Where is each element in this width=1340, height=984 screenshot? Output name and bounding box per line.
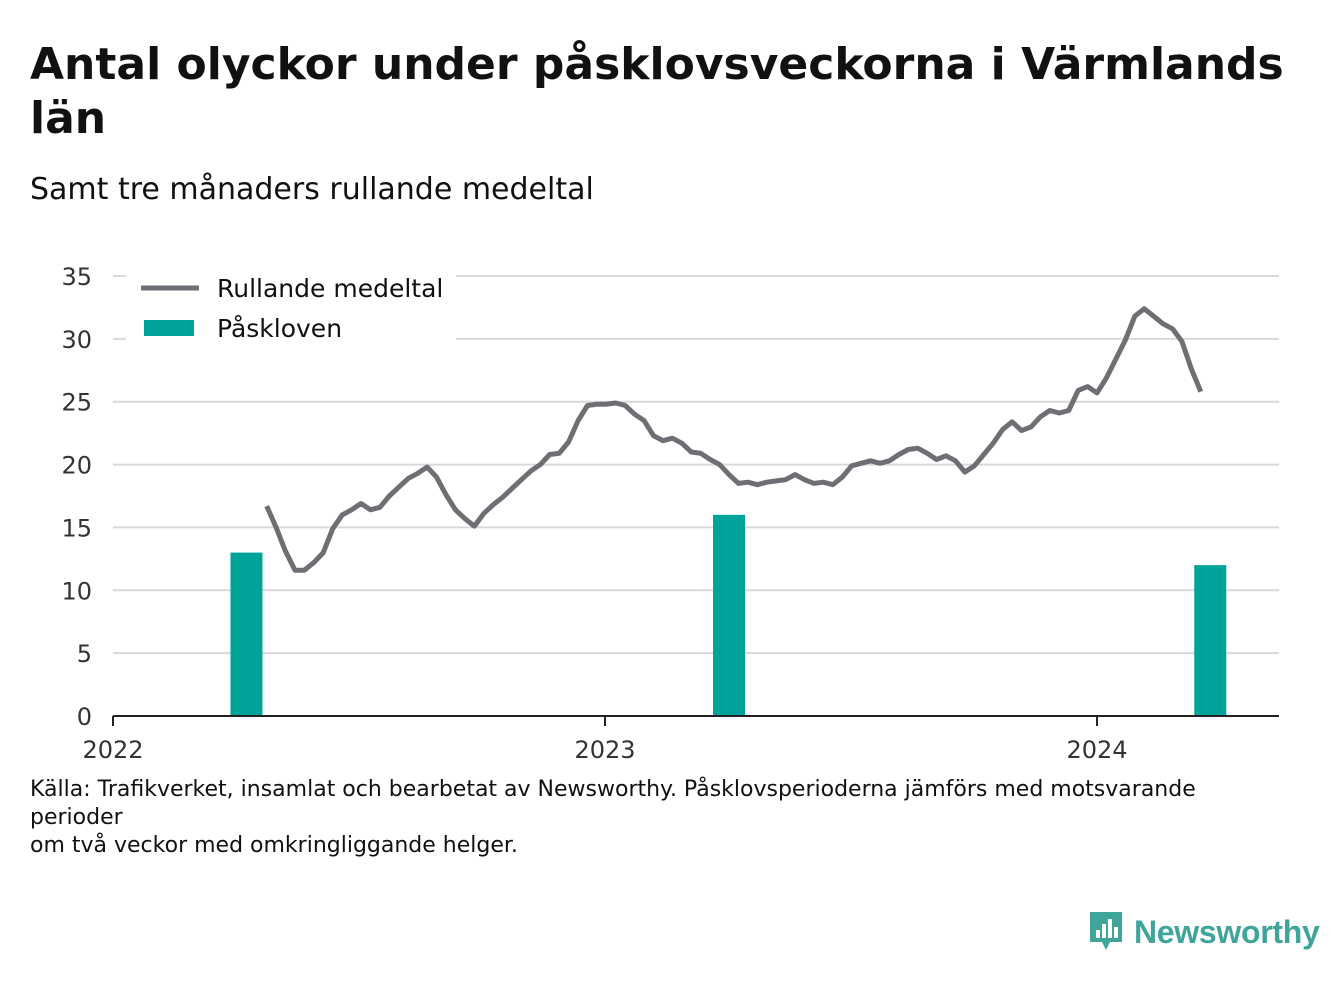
chart-title: Antal olyckor under påsklovsveckorna i V… [30, 39, 1284, 144]
x-tick-label: 2024 [1066, 736, 1127, 764]
bar [1194, 565, 1227, 716]
chart-subtitle: Samt tre månaders rullande medeltal [30, 172, 594, 207]
bar [230, 552, 263, 716]
x-tick-label: 2022 [82, 736, 143, 764]
x-axis: 2022 2023 2024 [82, 715, 1279, 764]
y-tick-label: 0 [77, 703, 92, 731]
legend: Rullande medeltal Påskloven [126, 268, 456, 343]
legend-label-line: Rullande medeltal [217, 274, 443, 303]
line-series-rullande-medeltal [264, 306, 1204, 573]
y-tick-label: 5 [77, 640, 92, 668]
y-tick-label: 30 [61, 326, 92, 354]
brand-logo: Newsworthy [1088, 910, 1320, 954]
legend-swatch-bar [144, 320, 194, 336]
y-tick-label: 25 [61, 389, 92, 417]
source-note: Källa: Trafikverket, insamlat och bearbe… [30, 777, 1196, 858]
newsworthy-logo-icon [1090, 912, 1122, 950]
gridlines [113, 275, 1279, 655]
x-tick-label: 2023 [574, 736, 635, 764]
y-tick-label: 15 [61, 514, 92, 542]
legend-label-bar: Påskloven [217, 314, 342, 343]
bar [713, 514, 746, 716]
series-line [264, 306, 1204, 573]
y-tick-label: 10 [61, 577, 92, 605]
y-tick-label: 20 [61, 452, 92, 480]
y-tick-label: 35 [61, 263, 92, 291]
brand-name: Newsworthy [1134, 913, 1320, 950]
bar-series-paskloven [230, 514, 1227, 716]
y-axis-tick-labels: 0 5 10 15 20 25 30 35 [61, 263, 92, 731]
